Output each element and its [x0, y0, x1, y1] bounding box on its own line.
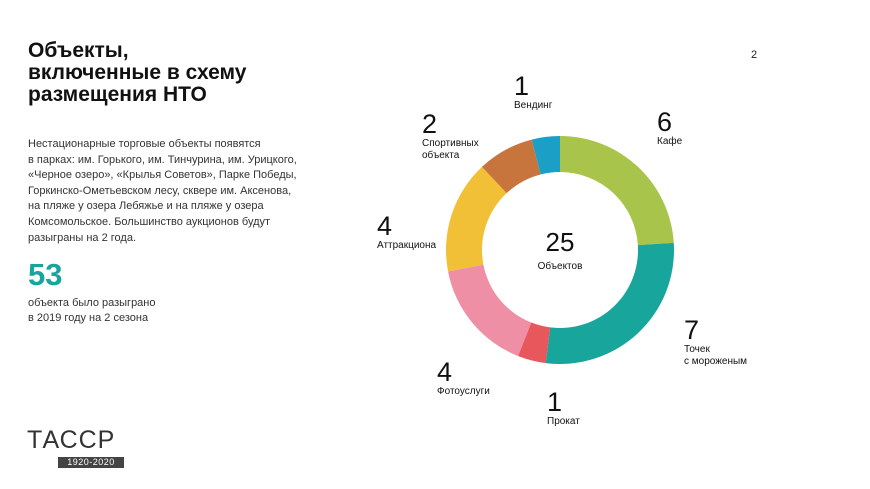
donut-slice: [446, 166, 507, 272]
description-line: «Черное озеро», «Крылья Советов», Парке …: [28, 169, 297, 182]
slice-value-label: 1: [514, 71, 530, 101]
slice-label: 1 Прокат: [547, 388, 580, 428]
highlight-caption: объекта было разыграно в 2019 году на 2 …: [28, 296, 156, 326]
slice-label: 6 Кафе: [657, 108, 682, 148]
slice-value-label: 2: [422, 109, 438, 139]
slice-label: 1 Вендинг: [514, 72, 552, 112]
slice-name-label: Фотоуслуги: [437, 386, 490, 397]
slice-value-label: 4: [437, 357, 453, 387]
logo-text: ТАССР: [27, 426, 116, 454]
slice-label: 4 Аттракциона: [377, 212, 436, 252]
highlight-number: 53: [28, 257, 63, 292]
slice-name-label: Точек: [684, 344, 710, 355]
title-line: Объекты,: [28, 39, 129, 62]
description-line: Комсомольское. Большинство аукционов буд…: [28, 215, 271, 228]
slice-name-label: Прокат: [547, 416, 580, 427]
slice-label: 7 Точек с мороженым: [684, 316, 747, 368]
slice-value-label: 6: [657, 107, 673, 137]
chart-center-value: 25: [545, 227, 575, 257]
slice-label: 2 Спортивных объекта: [422, 110, 479, 162]
description-line: разыграны на 2 года.: [28, 231, 137, 244]
donut-slice: [531, 136, 560, 175]
tassr-logo: ТАССР 1920-2020: [27, 426, 137, 468]
donut-slice: [481, 139, 541, 194]
slice-value-label: 4: [377, 211, 393, 241]
slice-label: 4 Фотоуслуги: [437, 358, 490, 398]
page-number: 2: [751, 49, 758, 61]
slice-name-label: Спортивных: [422, 138, 479, 149]
slice-value-label: 7: [684, 315, 700, 345]
donut-slice: [560, 136, 674, 246]
slice-name-label: с мороженым: [684, 356, 748, 367]
title-line: включенные в схему: [28, 61, 247, 84]
description-line: Нестационарные торговые объекты появятся: [28, 138, 261, 150]
donut-slice: [518, 322, 551, 364]
chart-center-label: Объектов: [537, 261, 583, 272]
slice-value-label: 1: [547, 387, 563, 417]
description-text: Нестационарные торговые объекты появятся…: [28, 137, 328, 246]
description-line: на пляже у озера Лебяжье и на пляже у оз…: [28, 200, 264, 213]
logo-years: 1920-2020: [58, 457, 124, 468]
description-line: в парках: им. Горького, им. Тинчурина, и…: [28, 153, 297, 166]
slice-name-label: Аттракциона: [377, 240, 437, 251]
slice-name-label: объекта: [422, 150, 460, 161]
slice-name-label: Кафе: [657, 136, 683, 147]
donut-slice: [448, 264, 532, 356]
donut-slice: [545, 242, 674, 364]
highlight-caption-line: объекта было разыграно: [28, 297, 156, 309]
slice-name-label: Вендинг: [514, 100, 553, 111]
title-line: размещения НТО: [28, 83, 207, 106]
page-title: Объекты, включенные в схему размещения Н…: [28, 40, 246, 106]
description-line: Горкинско-Ометьевском лесу, сквере им. А…: [28, 184, 292, 197]
highlight-caption-line: в 2019 году на 2 сезона: [28, 312, 149, 324]
